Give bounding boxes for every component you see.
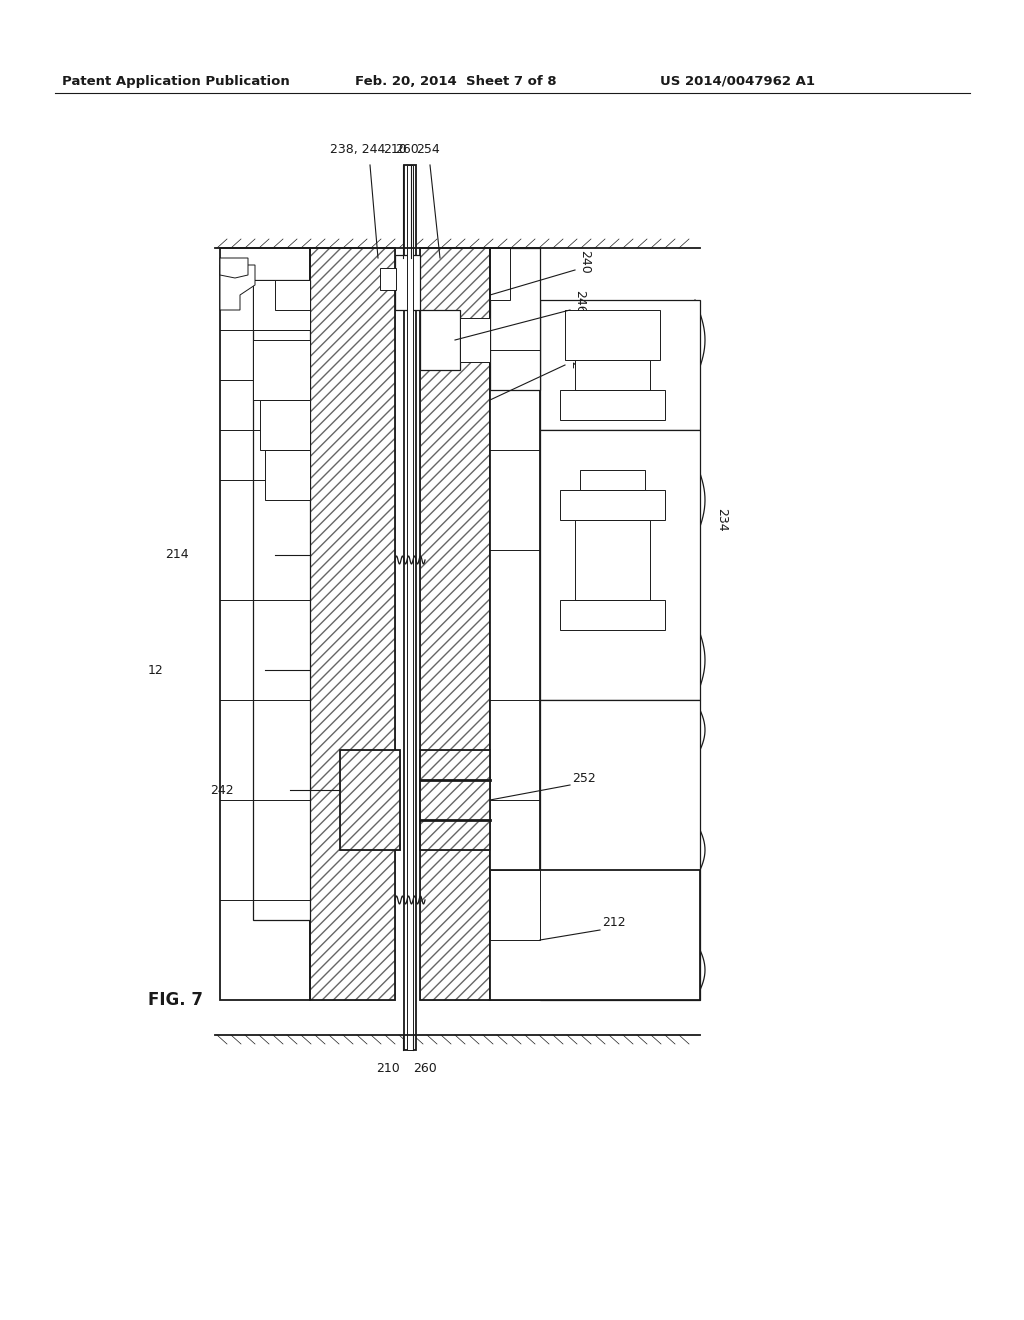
Bar bbox=[340, 750, 400, 850]
Text: 12: 12 bbox=[148, 664, 164, 676]
Bar bbox=[260, 400, 310, 450]
Bar bbox=[580, 470, 645, 490]
Text: 212: 212 bbox=[602, 916, 626, 929]
Text: 210: 210 bbox=[383, 143, 407, 156]
Bar bbox=[420, 750, 490, 850]
Bar bbox=[253, 280, 310, 330]
Bar bbox=[420, 248, 490, 1001]
Bar bbox=[380, 268, 396, 290]
Bar bbox=[560, 490, 665, 520]
Bar bbox=[420, 750, 490, 850]
Text: 260: 260 bbox=[395, 143, 419, 156]
Bar bbox=[575, 360, 650, 389]
Text: 240: 240 bbox=[578, 249, 591, 273]
Text: 242: 242 bbox=[210, 784, 233, 796]
Text: 246: 246 bbox=[573, 290, 586, 314]
Bar bbox=[265, 450, 310, 500]
Text: 234: 234 bbox=[715, 508, 728, 532]
Bar bbox=[540, 700, 700, 1001]
Bar bbox=[575, 520, 650, 601]
Text: Feb. 20, 2014  Sheet 7 of 8: Feb. 20, 2014 Sheet 7 of 8 bbox=[355, 75, 557, 88]
Bar bbox=[540, 300, 700, 430]
Bar bbox=[490, 870, 540, 940]
Bar bbox=[420, 310, 460, 370]
Bar bbox=[540, 430, 700, 700]
Bar bbox=[407, 165, 413, 1049]
Bar bbox=[220, 248, 310, 1001]
Bar bbox=[460, 318, 490, 362]
Polygon shape bbox=[220, 257, 248, 279]
Text: 214: 214 bbox=[165, 549, 188, 561]
Text: Patent Application Publication: Patent Application Publication bbox=[62, 75, 290, 88]
Bar bbox=[310, 248, 395, 1001]
Bar bbox=[340, 750, 400, 850]
Text: 210: 210 bbox=[376, 1063, 400, 1074]
Polygon shape bbox=[220, 265, 255, 310]
Bar bbox=[490, 248, 510, 300]
Bar bbox=[395, 255, 420, 310]
Bar bbox=[275, 280, 310, 310]
Bar bbox=[560, 389, 665, 420]
Bar bbox=[490, 248, 540, 1001]
Bar bbox=[490, 248, 540, 389]
Text: US 2014/0047962 A1: US 2014/0047962 A1 bbox=[660, 75, 815, 88]
Bar bbox=[253, 341, 310, 400]
Bar bbox=[565, 310, 660, 360]
Bar bbox=[420, 248, 490, 1001]
Bar bbox=[253, 280, 310, 920]
Text: FIG. 7: FIG. 7 bbox=[148, 991, 203, 1008]
Text: 254: 254 bbox=[416, 143, 440, 156]
Bar bbox=[490, 870, 700, 1001]
Text: 260: 260 bbox=[413, 1063, 437, 1074]
Bar bbox=[560, 601, 665, 630]
Text: 212: 212 bbox=[568, 346, 581, 370]
Text: 238, 244: 238, 244 bbox=[330, 143, 385, 156]
Bar bbox=[404, 165, 416, 1049]
Bar bbox=[310, 248, 395, 1001]
Text: 252: 252 bbox=[572, 771, 596, 784]
